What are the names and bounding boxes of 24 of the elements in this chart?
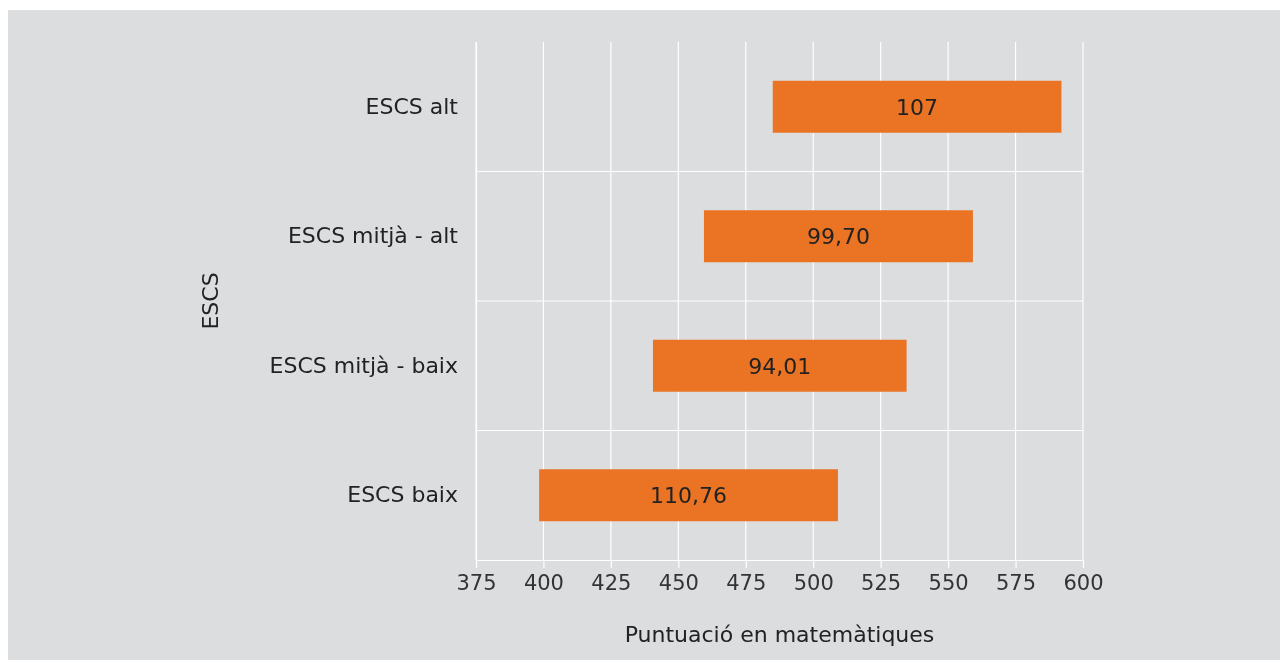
x-tick-label: 600 xyxy=(1063,570,1104,595)
y-tick-label: ESCS baix xyxy=(347,482,458,508)
data-label: 99,70 xyxy=(806,224,870,250)
y-tick-label: ESCS mitjà - alt xyxy=(287,223,459,249)
x-tick-label: 450 xyxy=(658,570,699,595)
bar xyxy=(772,80,1062,133)
x-tick-label: 400 xyxy=(523,570,564,595)
data-label: 94,01 xyxy=(748,353,812,379)
bar xyxy=(652,339,907,392)
x-tick-label: 525 xyxy=(861,570,902,595)
x-tick-label: 500 xyxy=(793,570,834,595)
x-tick-label: 425 xyxy=(591,570,632,595)
x-tick-label: 475 xyxy=(726,570,767,595)
x-axis-title: Puntuació en matemàtiques xyxy=(624,622,935,647)
bar xyxy=(703,210,973,263)
y-tick-label: ESCS mitjà - baix xyxy=(269,352,458,378)
y-tick-label: ESCS alt xyxy=(365,93,459,119)
x-tick-label: 550 xyxy=(928,570,969,595)
data-label: 110,76 xyxy=(650,483,728,509)
data-label: 107 xyxy=(896,94,939,120)
x-tick-label: 375 xyxy=(456,570,497,595)
bar xyxy=(539,469,838,522)
y-axis-title: ESCS xyxy=(198,272,223,330)
x-tick-label: 575 xyxy=(996,570,1037,595)
